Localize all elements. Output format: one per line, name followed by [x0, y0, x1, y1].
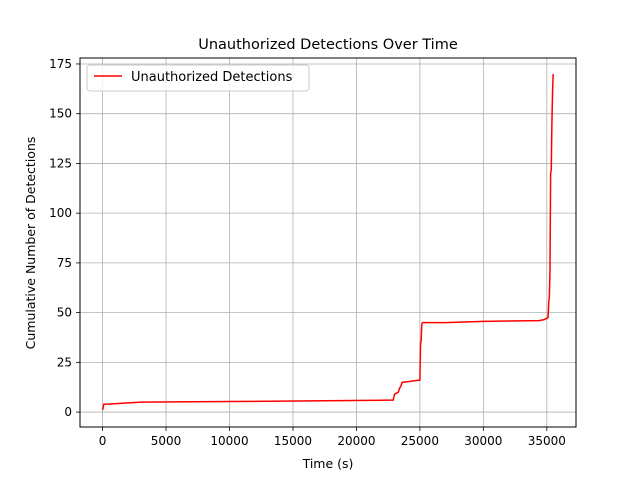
- y-tick-label: 0: [64, 405, 72, 419]
- plot-frame: [79, 57, 577, 428]
- chart-title: Unauthorized Detections Over Time: [198, 37, 458, 53]
- series-layer: [101, 73, 554, 411]
- x-axis: 0 5000 10000 15000 20000 25000 30000 35000: [99, 427, 566, 448]
- y-tick-label: 125: [49, 156, 72, 170]
- grid: [80, 58, 576, 427]
- x-tick-label: 30000: [464, 434, 502, 448]
- legend: Unauthorized Detections: [86, 64, 310, 92]
- x-tick-label: 35000: [528, 434, 566, 448]
- y-tick-label: 150: [49, 107, 72, 121]
- x-tick-label: 0: [99, 434, 107, 448]
- y-tick-label: 175: [49, 57, 72, 71]
- y-tick-label: 25: [57, 355, 72, 369]
- x-tick-label: 10000: [210, 434, 248, 448]
- x-axis-label: Time (s): [302, 456, 354, 471]
- x-tick-label: 20000: [337, 434, 375, 448]
- x-tick-label: 15000: [274, 434, 312, 448]
- series-line: [101, 73, 554, 411]
- y-tick-label: 100: [49, 206, 72, 220]
- y-axis: 0 25 50 75 100 125 150 175: [49, 57, 80, 419]
- x-tick-label: 25000: [401, 434, 439, 448]
- legend-box: [86, 64, 310, 92]
- y-axis-label: Cumulative Number of Detections: [23, 137, 38, 350]
- y-tick-label: 50: [57, 306, 72, 320]
- y-tick-label: 75: [57, 256, 72, 270]
- x-tick-label: 5000: [151, 434, 182, 448]
- legend-label: Unauthorized Detections: [131, 70, 293, 85]
